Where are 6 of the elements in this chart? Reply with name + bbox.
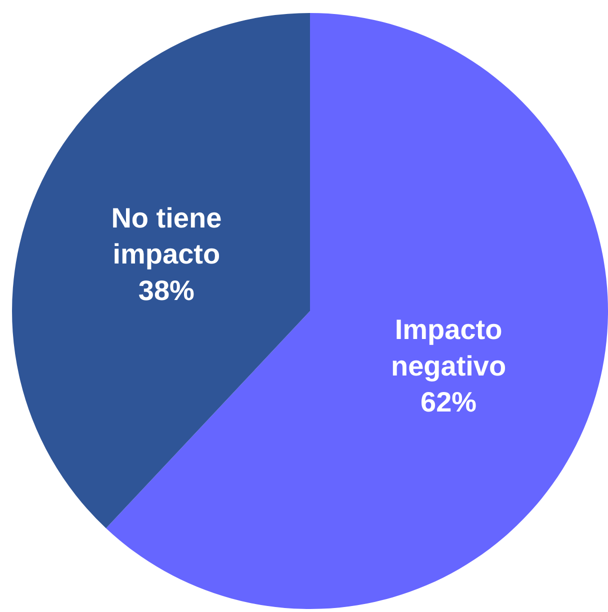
data-label: 62% (420, 386, 477, 418)
pie-slice (106, 13, 608, 609)
slice-label: Impacto negativo (390, 314, 506, 382)
slice-label: No tiene impacto (111, 202, 222, 270)
data-label: 38% (138, 275, 195, 306)
pie-slice (12, 13, 310, 528)
